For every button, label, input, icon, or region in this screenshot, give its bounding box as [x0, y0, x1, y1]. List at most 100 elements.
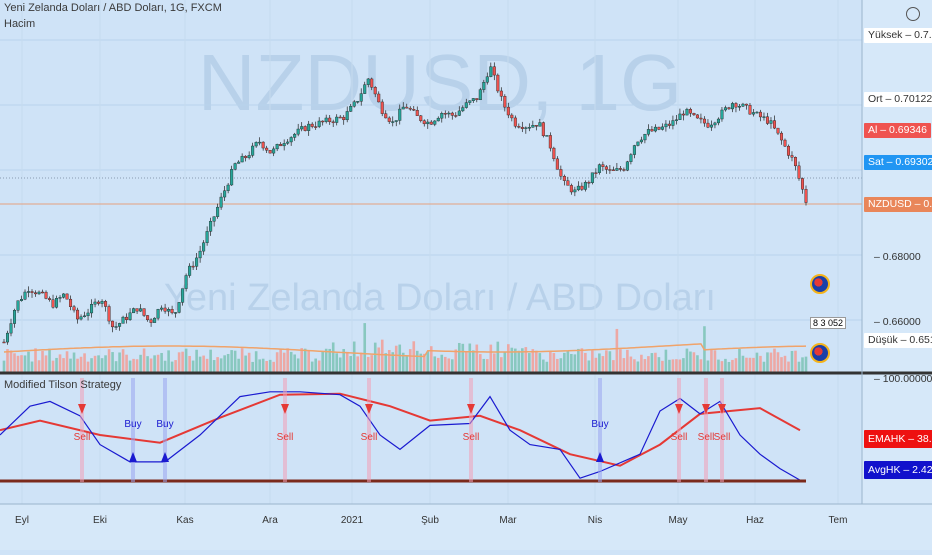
event-flag-icon[interactable] — [810, 343, 830, 363]
price-tag[interactable]: Düşük – 0.65116 — [864, 333, 932, 348]
candle-body — [51, 299, 55, 308]
indicator-tag[interactable]: AvgHK – 2.42779 — [864, 461, 932, 479]
time-axis-bg[interactable] — [0, 504, 862, 550]
candle-body — [461, 107, 465, 112]
volume-bar — [531, 349, 535, 372]
volume-bar — [380, 339, 384, 372]
candle-body — [751, 112, 755, 115]
candle-body — [174, 312, 178, 314]
volume-bar — [724, 358, 727, 372]
volume-bar — [755, 352, 759, 372]
price-tag[interactable]: Al – 0.69346 — [864, 123, 931, 138]
volume-bar — [563, 352, 566, 372]
volume-bar — [650, 353, 654, 372]
indicator-tag[interactable]: EMAHK – 38.88214 — [864, 430, 932, 448]
candle-body — [716, 118, 720, 124]
candle-body — [597, 164, 601, 173]
volume-bar — [577, 348, 580, 372]
volume-bar — [216, 357, 219, 372]
volume-bar — [657, 357, 661, 372]
volume-bar — [664, 349, 668, 372]
candle-body — [405, 106, 409, 109]
candle-body — [352, 101, 356, 107]
candle-body — [6, 332, 10, 343]
candle-body — [772, 120, 776, 129]
volume-bar — [72, 352, 76, 372]
volume-bar — [429, 346, 433, 372]
volume-bar — [125, 354, 128, 372]
event-badge[interactable]: 8 3 052 — [810, 317, 847, 329]
volume-bar — [528, 353, 531, 372]
volume-bar — [668, 359, 671, 372]
indicator-top-tick: – 100.00000 — [874, 373, 932, 385]
volume-bar — [265, 361, 268, 372]
time-axis-label: Şub — [421, 515, 439, 526]
candle-body — [233, 163, 237, 170]
candle-body — [800, 178, 804, 190]
sell-arrow — [281, 404, 289, 414]
volume-bar — [514, 348, 517, 372]
volume-bar — [44, 355, 48, 372]
volume-bar — [272, 361, 275, 372]
candles — [2, 62, 808, 345]
candle-body — [111, 320, 115, 328]
volume-bar — [167, 350, 170, 372]
candle-body — [216, 206, 220, 217]
volume-bar — [524, 347, 528, 372]
candle-body — [594, 172, 598, 174]
candle-body — [37, 291, 41, 295]
candle-body — [552, 147, 556, 160]
candle-body — [538, 122, 542, 127]
candle-body — [545, 135, 549, 137]
candle-body — [359, 93, 363, 102]
candle-body — [660, 126, 664, 130]
candle-body — [23, 291, 27, 300]
price-tag[interactable]: Yüksek – 0.7... — [864, 28, 932, 43]
candle-body — [513, 117, 517, 127]
event-flag-icon[interactable] — [810, 274, 830, 294]
signal-band — [677, 378, 681, 482]
candle-body — [706, 122, 710, 128]
volume-bar — [275, 352, 279, 372]
volume-bar — [776, 352, 780, 372]
volume-label: Hacim — [4, 18, 36, 30]
volume-bar — [675, 359, 678, 372]
candle-body — [534, 125, 538, 127]
candle-body — [667, 123, 671, 126]
candle-body — [237, 161, 241, 164]
candle-body — [90, 304, 94, 314]
volume-bar — [661, 360, 664, 372]
volume-bar — [710, 350, 713, 372]
candle-body — [618, 168, 622, 170]
volume-bar — [90, 358, 93, 372]
volume-bar — [790, 350, 794, 372]
candle-body — [510, 114, 514, 119]
candle-body — [72, 306, 76, 311]
price-axis-bg[interactable] — [862, 0, 932, 550]
candle-body — [622, 169, 626, 171]
volume-bar — [352, 341, 356, 372]
candle-body — [139, 308, 143, 312]
candle-body — [93, 301, 97, 305]
volume-bar — [324, 348, 328, 372]
candle-body — [643, 134, 647, 141]
candle-body — [272, 148, 276, 154]
candle-body — [776, 127, 780, 134]
volume-bar — [356, 356, 360, 372]
candle-body — [485, 76, 489, 83]
candle-body — [744, 103, 748, 106]
candle-body — [639, 139, 643, 143]
volume-ma-line — [3, 343, 807, 358]
candle-body — [181, 288, 185, 303]
candle-body — [100, 301, 104, 304]
volume-bar — [377, 347, 381, 372]
settings-icon[interactable] — [906, 7, 920, 21]
price-tag[interactable]: Ort – 0.70122 — [864, 92, 932, 107]
candle-body — [324, 117, 328, 122]
volume-bar — [496, 341, 500, 372]
candle-body — [758, 111, 762, 118]
price-tag[interactable]: Sat – 0.69302 — [864, 155, 932, 170]
price-tag[interactable]: NZDUSD – 0.69302 — [864, 197, 932, 212]
volume-bar — [258, 359, 261, 372]
